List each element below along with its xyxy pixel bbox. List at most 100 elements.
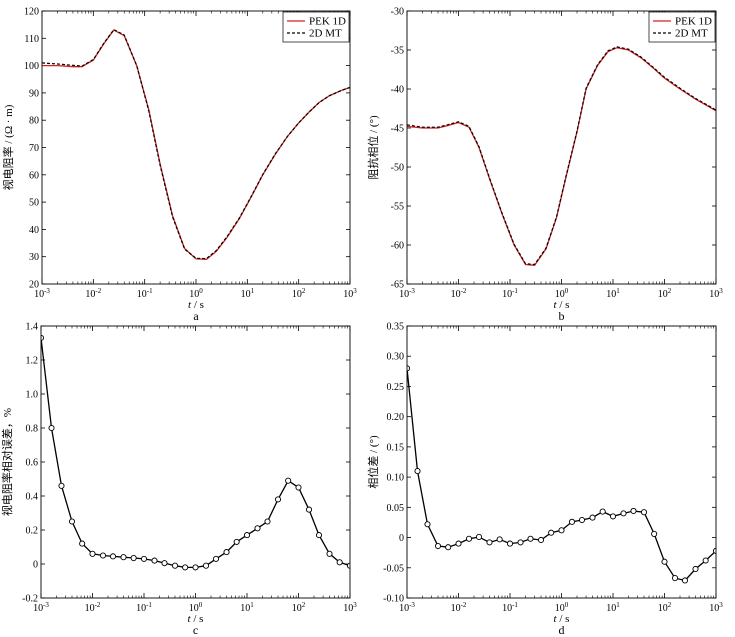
x-tick-label: 100 <box>555 287 569 300</box>
data-point <box>692 565 699 573</box>
legend-label: 2D MT <box>309 28 342 40</box>
data-point <box>58 482 65 489</box>
x-tick-label: 10-2 <box>85 287 101 300</box>
data-point <box>517 539 524 546</box>
y-tick-label: 0.20 <box>387 412 405 423</box>
data-point <box>527 535 534 542</box>
data-point <box>558 527 565 534</box>
panel-label: d <box>559 623 565 637</box>
y-tick-label: 0.4 <box>26 492 39 503</box>
x-tick-label: 10-3 <box>399 601 415 614</box>
data-point <box>326 550 333 557</box>
legend-box <box>282 11 350 43</box>
data-point <box>599 508 606 515</box>
x-tick-label: 102 <box>292 601 306 614</box>
data-point <box>568 518 576 525</box>
data-point <box>407 365 411 372</box>
data-point <box>578 516 586 524</box>
data-point <box>202 562 210 569</box>
legend-label: 2D MT <box>675 28 708 40</box>
y-tick-label: -50 <box>391 163 404 174</box>
data-point <box>130 555 137 562</box>
y-axis-label: 视电阻率 / (Ω · m) <box>1 104 15 190</box>
x-tick-label: 101 <box>241 287 255 300</box>
x-tick-label: 10-2 <box>451 287 467 300</box>
x-tick-label: 100 <box>189 601 203 614</box>
y-tick-label: 1.2 <box>26 356 39 367</box>
x-tick-label: 101 <box>606 287 620 300</box>
data-point <box>589 514 596 521</box>
data-point <box>620 510 627 517</box>
y-tick-label: 0.30 <box>387 352 405 363</box>
x-tick-label: 100 <box>189 287 203 300</box>
panel-c: -0.2 0 0.2 0.4 0.6 0.8 1.0 1.2 1.4 10-3 10-2 10-1 10… <box>0 322 357 637</box>
data-point <box>609 513 617 520</box>
data-point <box>305 506 313 513</box>
data-point <box>295 484 302 491</box>
x-tick-label: 102 <box>292 287 306 300</box>
data-point <box>89 550 96 557</box>
data-point <box>315 532 323 539</box>
plot-frame <box>406 325 717 599</box>
data-point <box>274 496 282 503</box>
x-tick-label: 10-1 <box>502 287 518 300</box>
data-point <box>486 539 493 546</box>
y-tick-label: 30 <box>29 252 39 263</box>
data-point <box>171 562 179 569</box>
y-axis-label: 相位差 / (°) <box>366 435 380 489</box>
y-tick-label: 1.4 <box>26 322 39 333</box>
y-tick-label: -55 <box>391 202 404 213</box>
data-point <box>68 518 76 525</box>
y-tick-label: -60 <box>391 241 404 252</box>
data-point <box>223 549 230 556</box>
legend-label: PEK 1D <box>675 16 712 28</box>
data-point <box>99 552 107 559</box>
y-tick-label: 1.0 <box>26 390 39 401</box>
y-tick-label: 60 <box>29 170 39 181</box>
x-tick-label: 10-3 <box>33 601 49 614</box>
x-tick-label: 10-2 <box>85 601 101 614</box>
series-line-1 <box>407 368 716 582</box>
y-tick-label: 20 <box>29 280 39 291</box>
y-tick-label: -40 <box>391 85 404 96</box>
data-point <box>254 525 261 532</box>
x-tick-label: 101 <box>240 601 254 614</box>
y-tick-label: -0.2 <box>22 594 38 605</box>
x-tick-label: 10-1 <box>137 287 153 300</box>
series-line-2 <box>42 28 350 260</box>
x-tick-label: 103 <box>709 287 723 300</box>
data-point <box>681 577 689 584</box>
y-tick-label: -35 <box>391 46 404 57</box>
x-tick-label: 103 <box>343 287 357 300</box>
y-tick-label: 0 <box>399 533 404 544</box>
y-tick-label: -30 <box>391 7 404 18</box>
plot-frame <box>41 10 351 285</box>
data-point <box>161 560 168 567</box>
data-point <box>434 542 442 550</box>
data-point <box>48 424 55 432</box>
y-tick-label: 90 <box>29 88 39 99</box>
data-point <box>702 557 709 564</box>
y-tick-label: 0.8 <box>26 424 39 435</box>
data-point <box>496 536 503 543</box>
y-tick-label: -45 <box>391 124 404 135</box>
y-tick-label: 0.2 <box>26 526 39 537</box>
plot-frame <box>406 10 717 285</box>
data-point <box>140 555 148 562</box>
x-tick-label: 10-1 <box>502 601 518 614</box>
x-tick-label: 10-2 <box>451 601 467 614</box>
legend-label: PEK 1D <box>309 16 346 28</box>
x-tick-label: 103 <box>343 601 357 614</box>
data-point <box>243 532 251 539</box>
series-line-1 <box>41 337 350 569</box>
data-point <box>671 575 679 582</box>
data-point <box>212 555 220 562</box>
y-tick-label: 100 <box>24 61 39 72</box>
panel-label: c <box>193 623 198 637</box>
y-tick-label: 0.15 <box>387 442 405 453</box>
data-point <box>640 509 648 516</box>
data-point <box>285 477 292 484</box>
data-point <box>506 540 514 547</box>
